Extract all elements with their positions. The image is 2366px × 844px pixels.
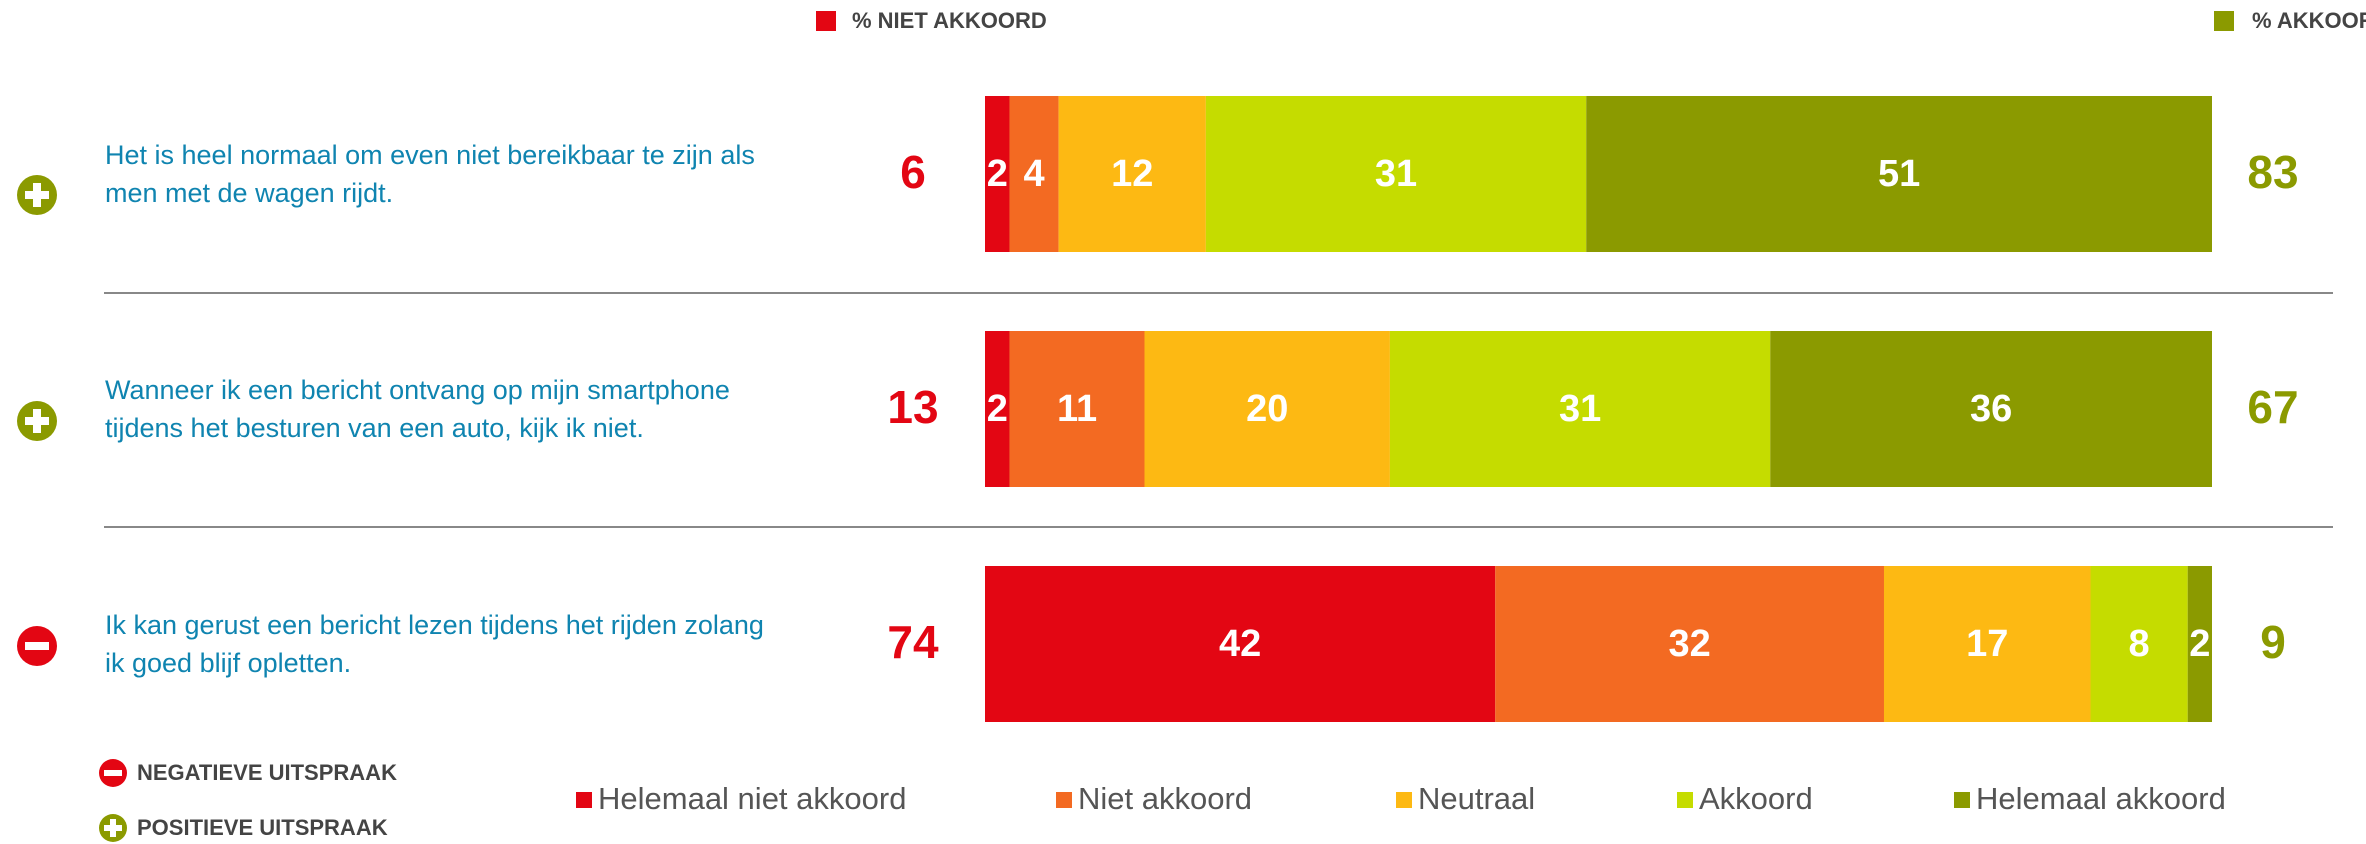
segment-label: 2 [987,388,1008,430]
agree-total: 67 [2247,381,2298,433]
segment-label: 31 [1559,388,1601,430]
bar-segment [2187,566,2212,722]
bar-segment [1586,96,2212,252]
statement: Ik kan gerust een bericht lezen tijdens … [105,610,764,640]
legend-label: Akkoord [1699,781,1813,816]
bar-segment [1009,96,1059,252]
positive-icon [17,401,57,441]
legend-label: Helemaal akkoord [1976,781,2226,816]
disagree-key [816,11,836,31]
bar-segment [1883,566,2091,722]
legend-label: Neutraal [1418,781,1535,816]
segment-label: 8 [2129,623,2150,665]
bar-segment [1009,331,1145,487]
disagree-total: 6 [900,146,926,198]
segment-label: 2 [2189,623,2210,665]
statement: men met de wagen rijdt. [105,178,393,208]
disagree-total: 74 [887,616,939,668]
segment-label: 32 [1668,623,1710,665]
legend-swatch [1954,792,1970,808]
segment-label: 2 [987,153,1008,195]
agree-key [2214,11,2234,31]
positive-icon [17,175,57,215]
agree-header: % AKKOORD [2252,8,2366,33]
bar-segment [1144,331,1390,487]
disagree-header: % NIET AKKOORD [852,8,1047,33]
legend-label: Niet akkoord [1078,781,1252,816]
bar-segment [985,566,1496,722]
agree-total: 83 [2247,146,2298,198]
negative-legend: NEGATIEVE UITSPRAAK [137,760,397,785]
segment-label: 20 [1246,388,1288,430]
statement: ik goed blijf opletten. [105,648,351,678]
bar-segment [985,96,1010,252]
bar-segment [985,331,1010,487]
negative-icon [99,759,127,787]
agree-total: 9 [2260,616,2286,668]
statement: Wanneer ik een bericht ontvang op mijn s… [105,375,730,405]
legend-swatch [576,792,592,808]
segment-label: 17 [1966,623,2008,665]
bar-segment [2090,566,2188,722]
positive-legend: POSITIEVE UITSPRAAK [137,815,388,840]
legend-label: Helemaal niet akkoord [598,781,906,816]
legend-swatch [1056,792,1072,808]
negative-icon [17,626,57,666]
statement: tijdens het besturen van een auto, kijk … [105,413,644,443]
bar-segment [1389,331,1771,487]
segment-label: 51 [1878,153,1920,195]
segment-label: 36 [1970,388,2012,430]
bar-segment [1770,331,2212,487]
legend-swatch [1396,792,1412,808]
segment-label: 42 [1219,623,1261,665]
bar-segment [1058,96,1206,252]
positive-icon [99,814,127,842]
segment-label: 4 [1024,153,1045,195]
segment-label: 12 [1111,153,1153,195]
bar-segment [1205,96,1587,252]
statement: Het is heel normaal om even niet bereikb… [105,140,755,170]
segment-label: 31 [1375,153,1417,195]
legend-swatch [1677,792,1693,808]
bar-segment [1495,566,1884,722]
disagree-total: 13 [887,381,938,433]
segment-label: 11 [1057,388,1097,430]
